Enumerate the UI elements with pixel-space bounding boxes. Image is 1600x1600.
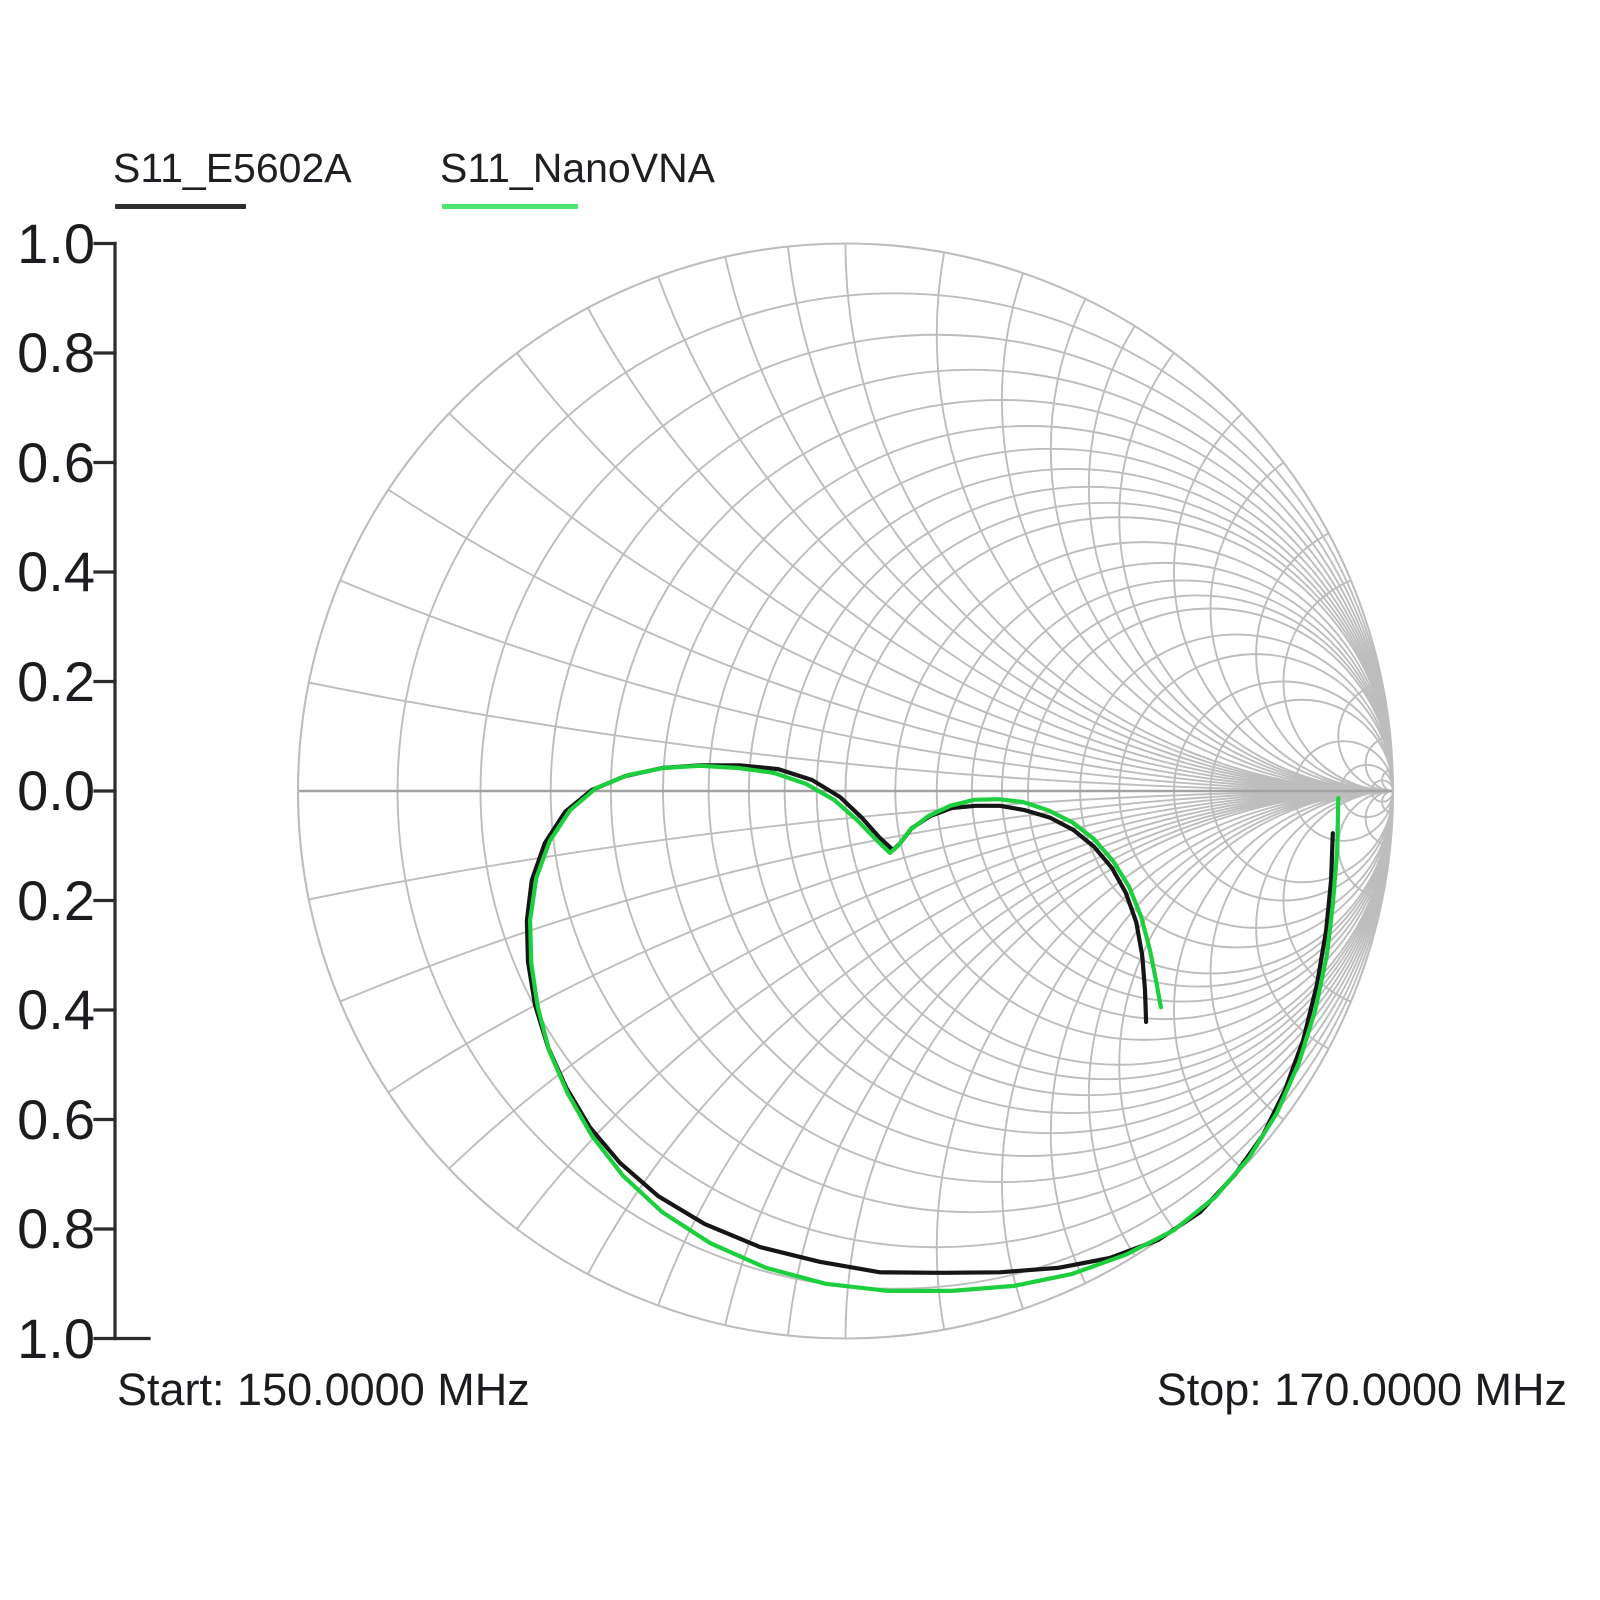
legend-label-s11-nanovna: S11_NanoVNA (440, 145, 716, 191)
y-axis-tick-label: 0.6 (17, 1087, 95, 1151)
legend-label-s11-e5602a: S11_E5602A (113, 145, 352, 191)
trace-s11_nanovna (527, 763, 1341, 1294)
y-axis-tick-label: 0.8 (17, 321, 95, 384)
y-axis-tick-label: 0.4 (17, 978, 95, 1041)
y-axis-tick-label: 0.6 (17, 430, 95, 494)
legend-item-s11-e5602a: S11_E5602A (113, 145, 352, 209)
smith-outer-circle (296, 242, 1395, 1340)
start-frequency-label: Start: 150.0000 MHz (117, 1364, 530, 1415)
y-axis-tick-label: 0.0 (17, 759, 95, 822)
legend-line-swatch-black (115, 204, 246, 209)
y-axis-tick-label: 0.2 (17, 868, 95, 932)
y-axis-tick-label: 0.2 (17, 649, 95, 713)
y-axis-tick-label: 0.4 (17, 540, 95, 603)
legend-item-s11-nanovna: S11_NanoVNA (440, 145, 716, 209)
y-axis-tick-label: 0.8 (17, 1197, 95, 1260)
y-axis-tick-label: 1.0 (17, 1306, 95, 1370)
stop-frequency-label: Stop: 170.0000 MHz (1156, 1364, 1567, 1415)
y-axis-tick-label: 1.0 (17, 211, 95, 275)
legend-line-swatch-green (442, 204, 578, 209)
y-axis (93, 241, 151, 1341)
